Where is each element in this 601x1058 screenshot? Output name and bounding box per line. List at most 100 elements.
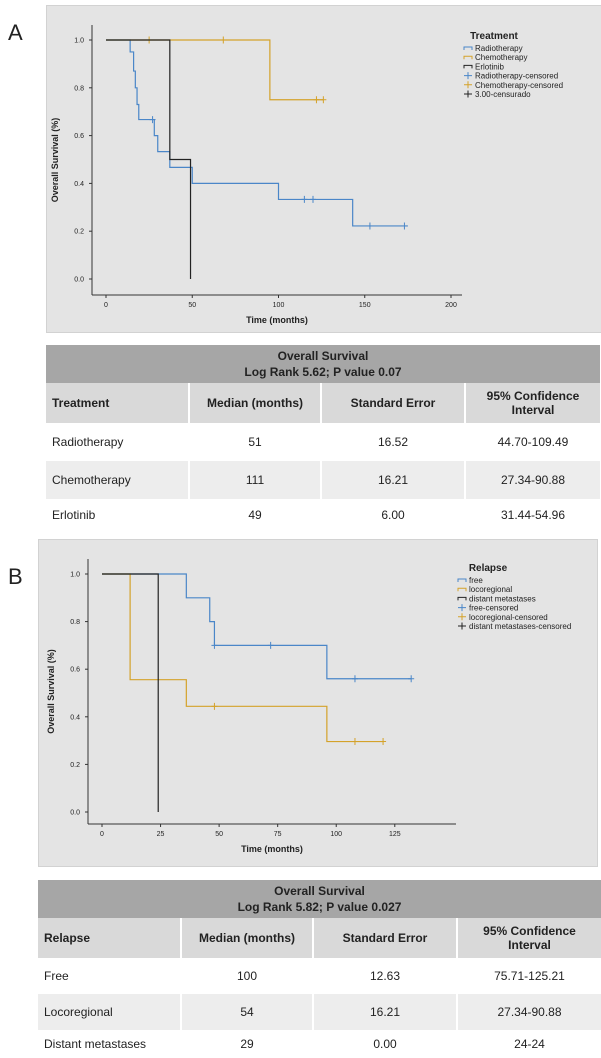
table-cell: Chemotherapy	[46, 461, 190, 499]
x-tick-label: 100	[330, 831, 342, 838]
y-tick-label: 0.8	[74, 85, 84, 92]
legend-item-label: free-censored	[469, 604, 518, 613]
table-a-header: 95% Confidence Interval	[465, 383, 600, 423]
table-cell: 54	[181, 994, 314, 1030]
legend-item-label: locoregional	[469, 585, 512, 594]
table-b-header: Standard Error	[313, 918, 458, 958]
table-row: Free 100 12.63 75.71-125.21	[38, 958, 601, 994]
legend-swatch-step	[463, 46, 473, 50]
table-cell: Radiotherapy	[46, 423, 190, 461]
x-tick-label: 150	[359, 302, 371, 309]
table-cell: 75.71-125.21	[457, 958, 601, 994]
chart-a-background	[46, 5, 601, 333]
y-tick-label: 0.0	[74, 277, 84, 284]
censor-mark	[220, 36, 227, 44]
y-tick-label: 0.4	[70, 714, 80, 721]
legend-swatch-step	[457, 578, 467, 582]
table-a-title-cell: Overall Survival Log Rank 5.62; P value …	[46, 345, 600, 383]
y-tick-label: 0.6	[70, 667, 80, 674]
table-b: Overall Survival Log Rank 5.82; P value …	[38, 880, 601, 1058]
y-tick-label: 0.2	[70, 762, 80, 769]
table-a-header: Treatment	[46, 383, 190, 423]
table-cell: 31.44-54.96	[465, 499, 600, 531]
censor-mark	[313, 96, 320, 104]
y-tick-label: 0.4	[74, 181, 84, 188]
legend-item-label: 3.00-censurado	[475, 90, 531, 99]
table-cell: 51	[189, 423, 322, 461]
survival-curve-2	[102, 573, 159, 812]
table-cell: 0.00	[313, 1030, 458, 1058]
y-tick-label: 1.0	[70, 572, 80, 579]
y-tick-label: 1.0	[74, 38, 84, 45]
table-cell: 49	[189, 499, 322, 531]
censor-mark	[211, 702, 218, 710]
y-axis-title: Overall Survival (%)	[50, 118, 60, 203]
legend-swatch-step	[457, 596, 467, 601]
table-a-header: Median (months)	[189, 383, 322, 423]
survival-curve-2	[106, 39, 192, 279]
censor-mark	[211, 641, 218, 649]
censor-mark	[301, 195, 308, 203]
table-cell: 111	[189, 461, 322, 499]
x-tick-label: 50	[188, 302, 196, 309]
km-chart-treatment: 0 50 100 150 200 0.0 0.2 0.4 0.6 0.8 1.0 Time (mont…	[50, 25, 563, 325]
table-cell: 16.21	[321, 461, 466, 499]
table-b-title-cell: Overall Survival Log Rank 5.82; P value …	[38, 880, 601, 918]
x-axis-title: Time (months)	[246, 315, 308, 325]
legend-swatch-censor	[464, 81, 472, 89]
table-cell: Locoregional	[38, 994, 182, 1030]
x-tick-label: 0	[104, 302, 108, 309]
legend-swatch-censor	[464, 72, 472, 80]
legend-item-label: distant metastases	[469, 594, 536, 603]
y-tick-label: 0.6	[74, 133, 84, 140]
legend-item-label: Radiotherapy	[475, 44, 523, 53]
table-row: Radiotherapy 51 16.52 44.70-109.49	[46, 423, 600, 461]
table-cell: Erlotinib	[46, 499, 190, 531]
legend-title: Relapse	[469, 563, 508, 574]
table-b-title: Overall Survival	[274, 884, 365, 898]
censor-mark	[401, 222, 408, 230]
table-cell: 6.00	[321, 499, 466, 531]
km-chart-relapse: 0 25 50 75 100 125 0.0 0.2 0.4 0.6 0.8 1.0 Time (mon…	[46, 559, 571, 854]
x-tick-label: 100	[273, 302, 285, 309]
table-cell: 27.34-90.88	[465, 461, 600, 499]
legend-item-label: locoregional-censored	[469, 613, 548, 622]
legend-item-label: Erlotinib	[475, 62, 504, 71]
table-b-header: 95% Confidence Interval	[457, 918, 601, 958]
y-axis-title: Overall Survival (%)	[46, 649, 56, 734]
x-tick-label: 0	[100, 831, 104, 838]
table-cell: 29	[181, 1030, 314, 1058]
x-tick-label: 50	[215, 831, 223, 838]
x-tick-label: 75	[274, 831, 282, 838]
chart-b-background	[38, 539, 598, 867]
table-a: Overall Survival Log Rank 5.62; P value …	[46, 345, 600, 531]
legend-swatch-censor	[458, 604, 466, 612]
panel-a-letter: A	[8, 20, 23, 45]
x-axis-title: Time (months)	[241, 844, 303, 854]
legend-swatch-censor	[464, 90, 472, 98]
y-tick-label: 0.2	[74, 229, 84, 236]
legend-swatch-step	[463, 64, 473, 69]
x-tick-label: 25	[157, 831, 165, 838]
survival-curve-0	[106, 39, 408, 227]
table-b-header: Relapse	[38, 918, 182, 958]
table-cell: 12.63	[313, 958, 458, 994]
x-tick-label: 200	[445, 302, 457, 309]
y-tick-label: 0.0	[70, 810, 80, 817]
table-cell: 24-24	[457, 1030, 601, 1058]
legend-item-label: free	[469, 576, 483, 585]
censor-mark	[149, 116, 156, 124]
y-tick-label: 0.8	[70, 619, 80, 626]
censor-mark	[310, 195, 316, 203]
legend-item-label: Chemotherapy-censored	[475, 81, 563, 90]
table-row: Distant metastases 29 0.00 24-24	[38, 1030, 601, 1058]
legend-item-label: Chemotherapy	[475, 53, 527, 62]
censor-mark	[351, 675, 358, 683]
survival-curve-1	[102, 573, 384, 743]
table-a-subtitle: Log Rank 5.62; P value 0.07	[244, 365, 402, 379]
legend-swatch-step	[457, 587, 467, 592]
table-cell: Free	[38, 958, 182, 994]
table-cell: 44.70-109.49	[465, 423, 600, 461]
legend-item-label: Radiotherapy-censored	[475, 72, 558, 81]
legend-swatch-censor	[458, 622, 466, 630]
